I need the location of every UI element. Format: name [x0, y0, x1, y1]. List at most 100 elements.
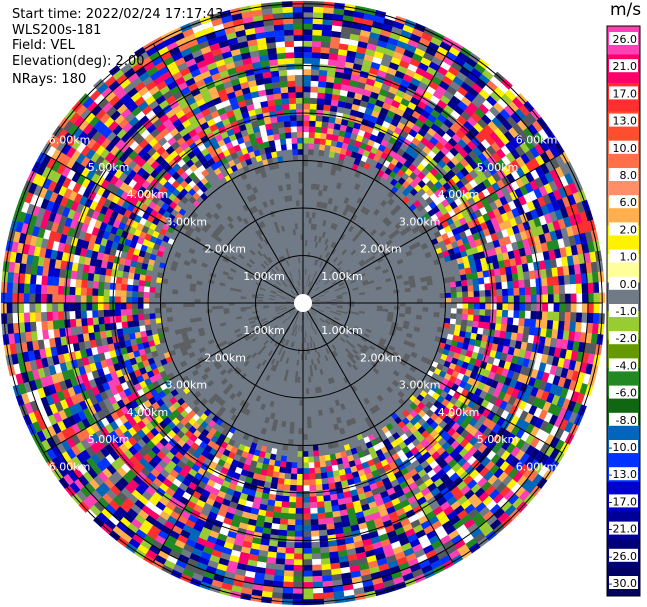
velocity-cell	[491, 303, 497, 310]
velocity-cell	[145, 324, 152, 331]
velocity-cell	[451, 228, 460, 236]
velocity-cell	[481, 334, 489, 343]
velocity-cell	[446, 187, 456, 196]
velocity-cell	[525, 384, 534, 395]
velocity-cell	[469, 126, 480, 137]
velocity-cell	[432, 90, 444, 100]
velocity-cell	[434, 71, 445, 81]
velocity-cell	[490, 217, 499, 227]
velocity-cell	[592, 323, 599, 334]
velocity-cell	[476, 353, 484, 362]
velocity-cell	[343, 9, 355, 17]
velocity-cell	[476, 142, 487, 153]
velocity-cell	[126, 296, 133, 303]
velocity-cell	[544, 445, 555, 457]
velocity-cell	[289, 496, 297, 503]
velocity-cell	[489, 503, 501, 515]
velocity-cell	[394, 222, 402, 230]
velocity-cell	[109, 296, 115, 303]
velocity-cell	[267, 499, 276, 507]
velocity-cell	[82, 264, 90, 273]
velocity-cell	[489, 201, 498, 211]
velocity-cell	[418, 150, 428, 159]
velocity-cell	[413, 175, 422, 185]
velocity-cell	[499, 134, 510, 146]
velocity-cell	[343, 333, 350, 339]
velocity-cell	[506, 432, 516, 444]
velocity-cell	[330, 562, 341, 570]
velocity-cell	[441, 199, 450, 208]
velocity-cell	[359, 310, 366, 314]
velocity-cell	[377, 112, 387, 121]
velocity-cell	[285, 461, 292, 468]
velocity-cell	[496, 303, 503, 310]
velocity-cell	[86, 317, 94, 326]
velocity-cell	[450, 308, 457, 314]
velocity-cell	[426, 180, 435, 189]
velocity-cell	[328, 53, 338, 61]
velocity-cell	[111, 329, 118, 337]
velocity-cell	[42, 329, 49, 340]
velocity-cell	[490, 309, 497, 317]
velocity-cell	[589, 343, 597, 355]
velocity-cell	[121, 315, 128, 323]
velocity-cell	[279, 518, 288, 525]
velocity-cell	[321, 478, 329, 485]
velocity-cell	[406, 442, 416, 451]
velocity-cell	[482, 384, 491, 393]
velocity-cell	[506, 324, 513, 333]
velocity-cell	[436, 326, 444, 333]
velocity-cell	[533, 378, 542, 389]
velocity-cell	[81, 325, 89, 334]
velocity-cell	[30, 274, 37, 285]
velocity-cell	[395, 89, 406, 99]
velocity-cell	[518, 279, 525, 288]
velocity-cell	[415, 314, 422, 320]
velocity-cell	[567, 194, 577, 206]
velocity-cell	[289, 422, 295, 429]
velocity-cell	[518, 247, 526, 257]
velocity-cell	[329, 269, 335, 275]
velocity-cell	[469, 357, 477, 366]
velocity-cell	[465, 273, 473, 280]
velocity-cell	[541, 311, 548, 321]
velocity-cell	[75, 310, 82, 319]
velocity-cell	[422, 212, 431, 221]
velocity-cell	[303, 63, 312, 70]
velocity-cell	[420, 123, 431, 133]
velocity-cell	[377, 94, 387, 103]
velocity-cell	[520, 164, 531, 175]
velocity-cell	[533, 360, 541, 371]
velocity-cell	[505, 152, 516, 163]
velocity-cell	[283, 575, 294, 583]
velocity-cell	[436, 395, 445, 404]
velocity-cell	[450, 95, 461, 106]
velocity-cell	[409, 33, 422, 43]
velocity-cell	[343, 137, 351, 145]
velocity-cell	[350, 358, 357, 365]
velocity-cell	[570, 391, 580, 403]
velocity-cell	[442, 182, 452, 191]
velocity-cell	[446, 85, 458, 96]
velocity-cell	[312, 29, 323, 36]
velocity-cell	[534, 269, 542, 279]
velocity-cell	[129, 332, 136, 340]
velocity-cell	[104, 282, 111, 290]
velocity-cell	[396, 169, 405, 178]
velocity-cell	[467, 455, 477, 466]
velocity-cell	[318, 294, 325, 298]
velocity-cell	[438, 168, 447, 178]
velocity-cell	[432, 442, 442, 452]
velocity-cell	[527, 124, 539, 136]
velocity-cell	[356, 343, 363, 349]
velocity-cell	[323, 7, 334, 14]
velocity-cell	[565, 293, 571, 303]
velocity-cell	[382, 102, 392, 111]
velocity-cell	[442, 423, 452, 433]
velocity-cell	[518, 195, 527, 206]
velocity-cell	[347, 310, 354, 314]
velocity-cell	[315, 484, 323, 491]
velocity-cell	[505, 453, 516, 465]
velocity-cell	[46, 303, 53, 312]
velocity-cell	[319, 318, 325, 323]
